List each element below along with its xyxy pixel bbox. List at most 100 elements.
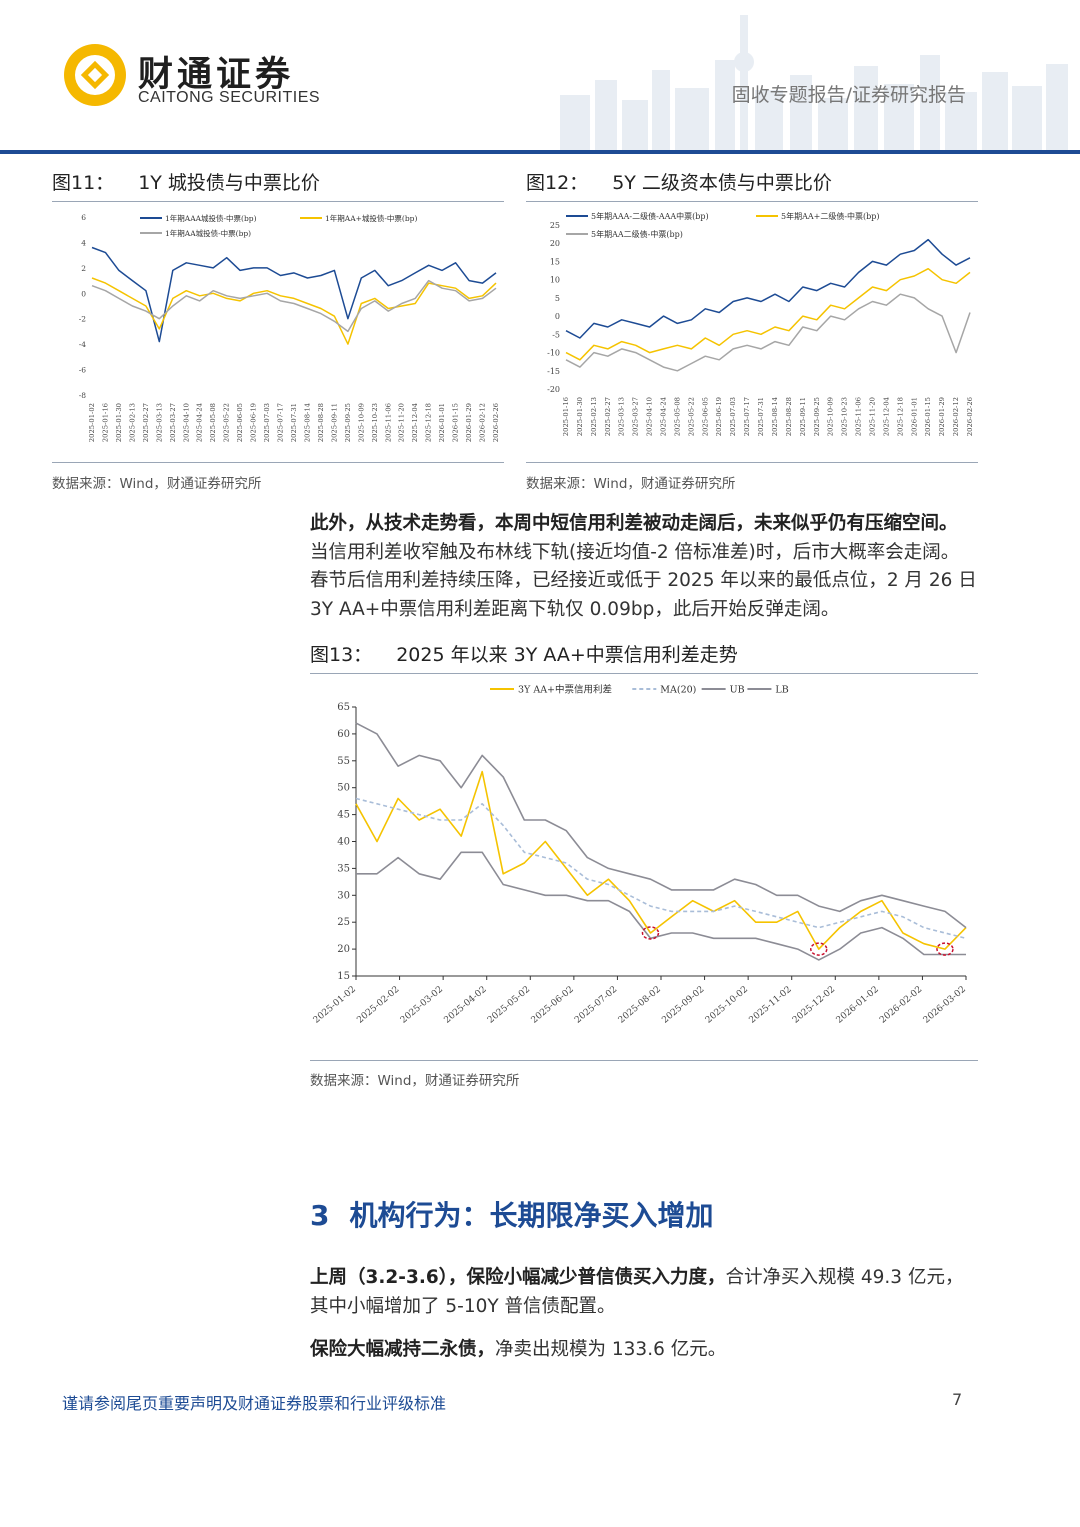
insurance-text-2: 净卖出规模为 133.6 亿元。 [495, 1339, 727, 1360]
y-tick-label: 2 [81, 264, 86, 273]
x-tick-label: 2025-07-03 [263, 403, 271, 442]
x-tick-label: 2025-04-02 [442, 985, 488, 1026]
x-tick-label: 2025-01-16 [562, 397, 570, 436]
fig12-number: 图12： [526, 172, 589, 194]
x-tick-label: 2026-01-29 [938, 397, 946, 436]
series-line-2 [355, 722, 967, 929]
x-tick-label: 2025-10-23 [841, 397, 849, 436]
x-tick-label: 2025-01-02 [312, 985, 358, 1026]
y-tick-label: -10 [547, 349, 560, 358]
legend-label-0: 3Y AA+中票信用利差 [518, 684, 612, 696]
series-line-2 [91, 279, 497, 333]
legend-label-2: 5年期AA二级债-中票(bp) [591, 229, 683, 239]
x-tick-label: 2026-02-26 [966, 397, 974, 436]
report-type: 固收专题报告/证券研究报告 [731, 84, 966, 106]
x-tick-label: 2026-02-12 [952, 397, 960, 436]
footer-disclaimer: 谨请参阅尾页重要声明及财通证券股票和行业评级标准 [62, 1394, 447, 1413]
page-header: 财通证券 CAITONG SECURITIES 固收专题报告/证券研究报告 [0, 0, 1080, 155]
y-tick-label: 6 [81, 213, 86, 222]
x-tick-label: 2025-06-05 [236, 403, 244, 442]
x-tick-label: 2026-03-02 [922, 985, 968, 1026]
x-tick-label: 2026-01-15 [452, 403, 460, 442]
analysis-line-2: 春节后信用利差持续压降，已经接近或低于 2025 年以来的最低点位，2 月 26… [310, 570, 977, 591]
y-tick-label: 4 [81, 238, 86, 247]
brand-name-cn: 财通证券 [138, 54, 295, 95]
y-tick-label: 55 [337, 756, 350, 767]
fig11-source: 数据来源：Wind，财通证券研究所 [52, 476, 262, 492]
insurance-text-1: 合计净买入规模 49.3 亿元， [725, 1267, 964, 1288]
x-tick-label: 2025-03-27 [169, 403, 177, 442]
analysis-line-1: 当信用利差收窄触及布林线下轨(接近均值-2 倍标准差)时，后市大概率会走阔。 [310, 541, 960, 563]
x-tick-label: 2025-06-19 [250, 403, 258, 442]
y-tick-label: 35 [337, 863, 350, 874]
x-tick-label: 2025-12-18 [425, 403, 433, 442]
y-tick-label: 45 [337, 810, 350, 821]
x-tick-label: 2025-01-30 [115, 403, 123, 442]
insurance-paragraph-1: 上周（3.2-3.6），保险小幅减少普信债买入力度，合计净买入规模 49.3 亿… [310, 1264, 990, 1321]
fig11-title-text: 1Y 城投债与中票比价 [138, 172, 320, 194]
x-tick-label: 2025-01-16 [101, 403, 109, 442]
insurance-text-1b: 其中小幅增加了 5-10Y 普信债配置。 [310, 1295, 616, 1317]
x-tick-label: 2025-03-02 [399, 985, 445, 1026]
header-divider [0, 150, 1080, 154]
x-tick-label: 2025-04-10 [182, 403, 190, 442]
y-tick-label: 20 [550, 239, 560, 248]
series-line-2 [565, 293, 971, 372]
x-tick-label: 2025-02-02 [355, 985, 401, 1026]
x-tick-label: 2025-05-22 [687, 397, 695, 436]
x-tick-label: 2025-04-24 [196, 403, 204, 442]
legend-label-3: LB [775, 685, 788, 696]
x-tick-label: 2025-11-20 [398, 403, 406, 442]
x-tick-label: 2025-05-08 [673, 397, 681, 436]
x-tick-label: 2025-11-06 [855, 397, 863, 436]
x-tick-label: 2025-12-02 [791, 985, 837, 1026]
analysis-line-3: 3Y AA+中票信用利差距离下轨仅 0.09bp，此后开始反弹走阔。 [310, 598, 840, 620]
x-tick-label: 2025-06-02 [530, 985, 576, 1026]
x-tick-label: 2025-10-23 [371, 403, 379, 442]
x-tick-label: 2025-07-31 [290, 403, 298, 442]
x-tick-label: 2025-11-02 [747, 985, 793, 1026]
x-tick-label: 2025-06-19 [715, 397, 723, 436]
x-tick-label: 2025-04-10 [646, 397, 654, 436]
y-tick-label: 25 [337, 917, 350, 928]
x-tick-label: 2026-01-15 [924, 397, 932, 436]
caitong-logo-icon [64, 44, 126, 106]
x-tick-label: 2025-12-04 [411, 403, 419, 442]
fig13-chart: 65 60 55 50 45 40 35 30 25 20 15 2025-01-022025-02-… [312, 684, 968, 1026]
x-tick-label: 2025-07-02 [573, 985, 619, 1026]
section-number: 3 [310, 1199, 330, 1232]
fig13-number: 图13： [310, 644, 373, 666]
x-tick-label: 2025-11-20 [868, 397, 876, 436]
y-tick-label: -4 [79, 340, 87, 349]
y-tick-label: 60 [337, 729, 350, 740]
series-line-1 [565, 267, 971, 361]
y-tick-label: 15 [337, 971, 350, 982]
fig13-source: 数据来源：Wind，财通证券研究所 [310, 1073, 520, 1089]
fig13-title: 图13： 2025 年以来 3Y AA+中票信用利差走势 [310, 640, 978, 674]
x-tick-label: 2025-01-30 [576, 397, 584, 436]
fig11-title: 图11： 1Y 城投债与中票比价 [52, 168, 504, 202]
x-tick-label: 2025-09-02 [660, 985, 706, 1026]
city-skyline-graphic [560, 15, 1068, 150]
section-title: 机构行为：长期限净买入增加 [349, 1199, 714, 1232]
y-tick-label: 0 [555, 312, 560, 321]
x-tick-label: 2025-02-27 [604, 397, 612, 436]
fig12-title: 图12： 5Y 二级资本债与中票比价 [526, 168, 978, 202]
x-tick-label: 2025-10-09 [357, 403, 365, 442]
y-tick-label: -2 [79, 315, 87, 324]
x-tick-label: 2025-07-03 [729, 397, 737, 436]
x-tick-label: 2025-11-06 [384, 403, 392, 442]
x-tick-label: 2025-03-13 [618, 397, 626, 436]
x-tick-label: 2026-01-02 [835, 985, 881, 1026]
x-tick-label: 2026-01-01 [910, 397, 918, 436]
x-tick-label: 2025-07-17 [743, 397, 751, 436]
x-tick-label: 2025-08-28 [785, 397, 793, 436]
y-tick-label: 50 [337, 783, 350, 794]
y-tick-label: 20 [337, 944, 350, 955]
legend-label-0: 5年期AAA-二级债-AAA中票(bp) [591, 211, 709, 221]
x-tick-label: 2025-08-14 [303, 403, 311, 442]
y-tick-label: 0 [81, 289, 86, 298]
x-tick-label: 2025-10-02 [704, 985, 750, 1026]
y-tick-label: -5 [552, 330, 560, 339]
